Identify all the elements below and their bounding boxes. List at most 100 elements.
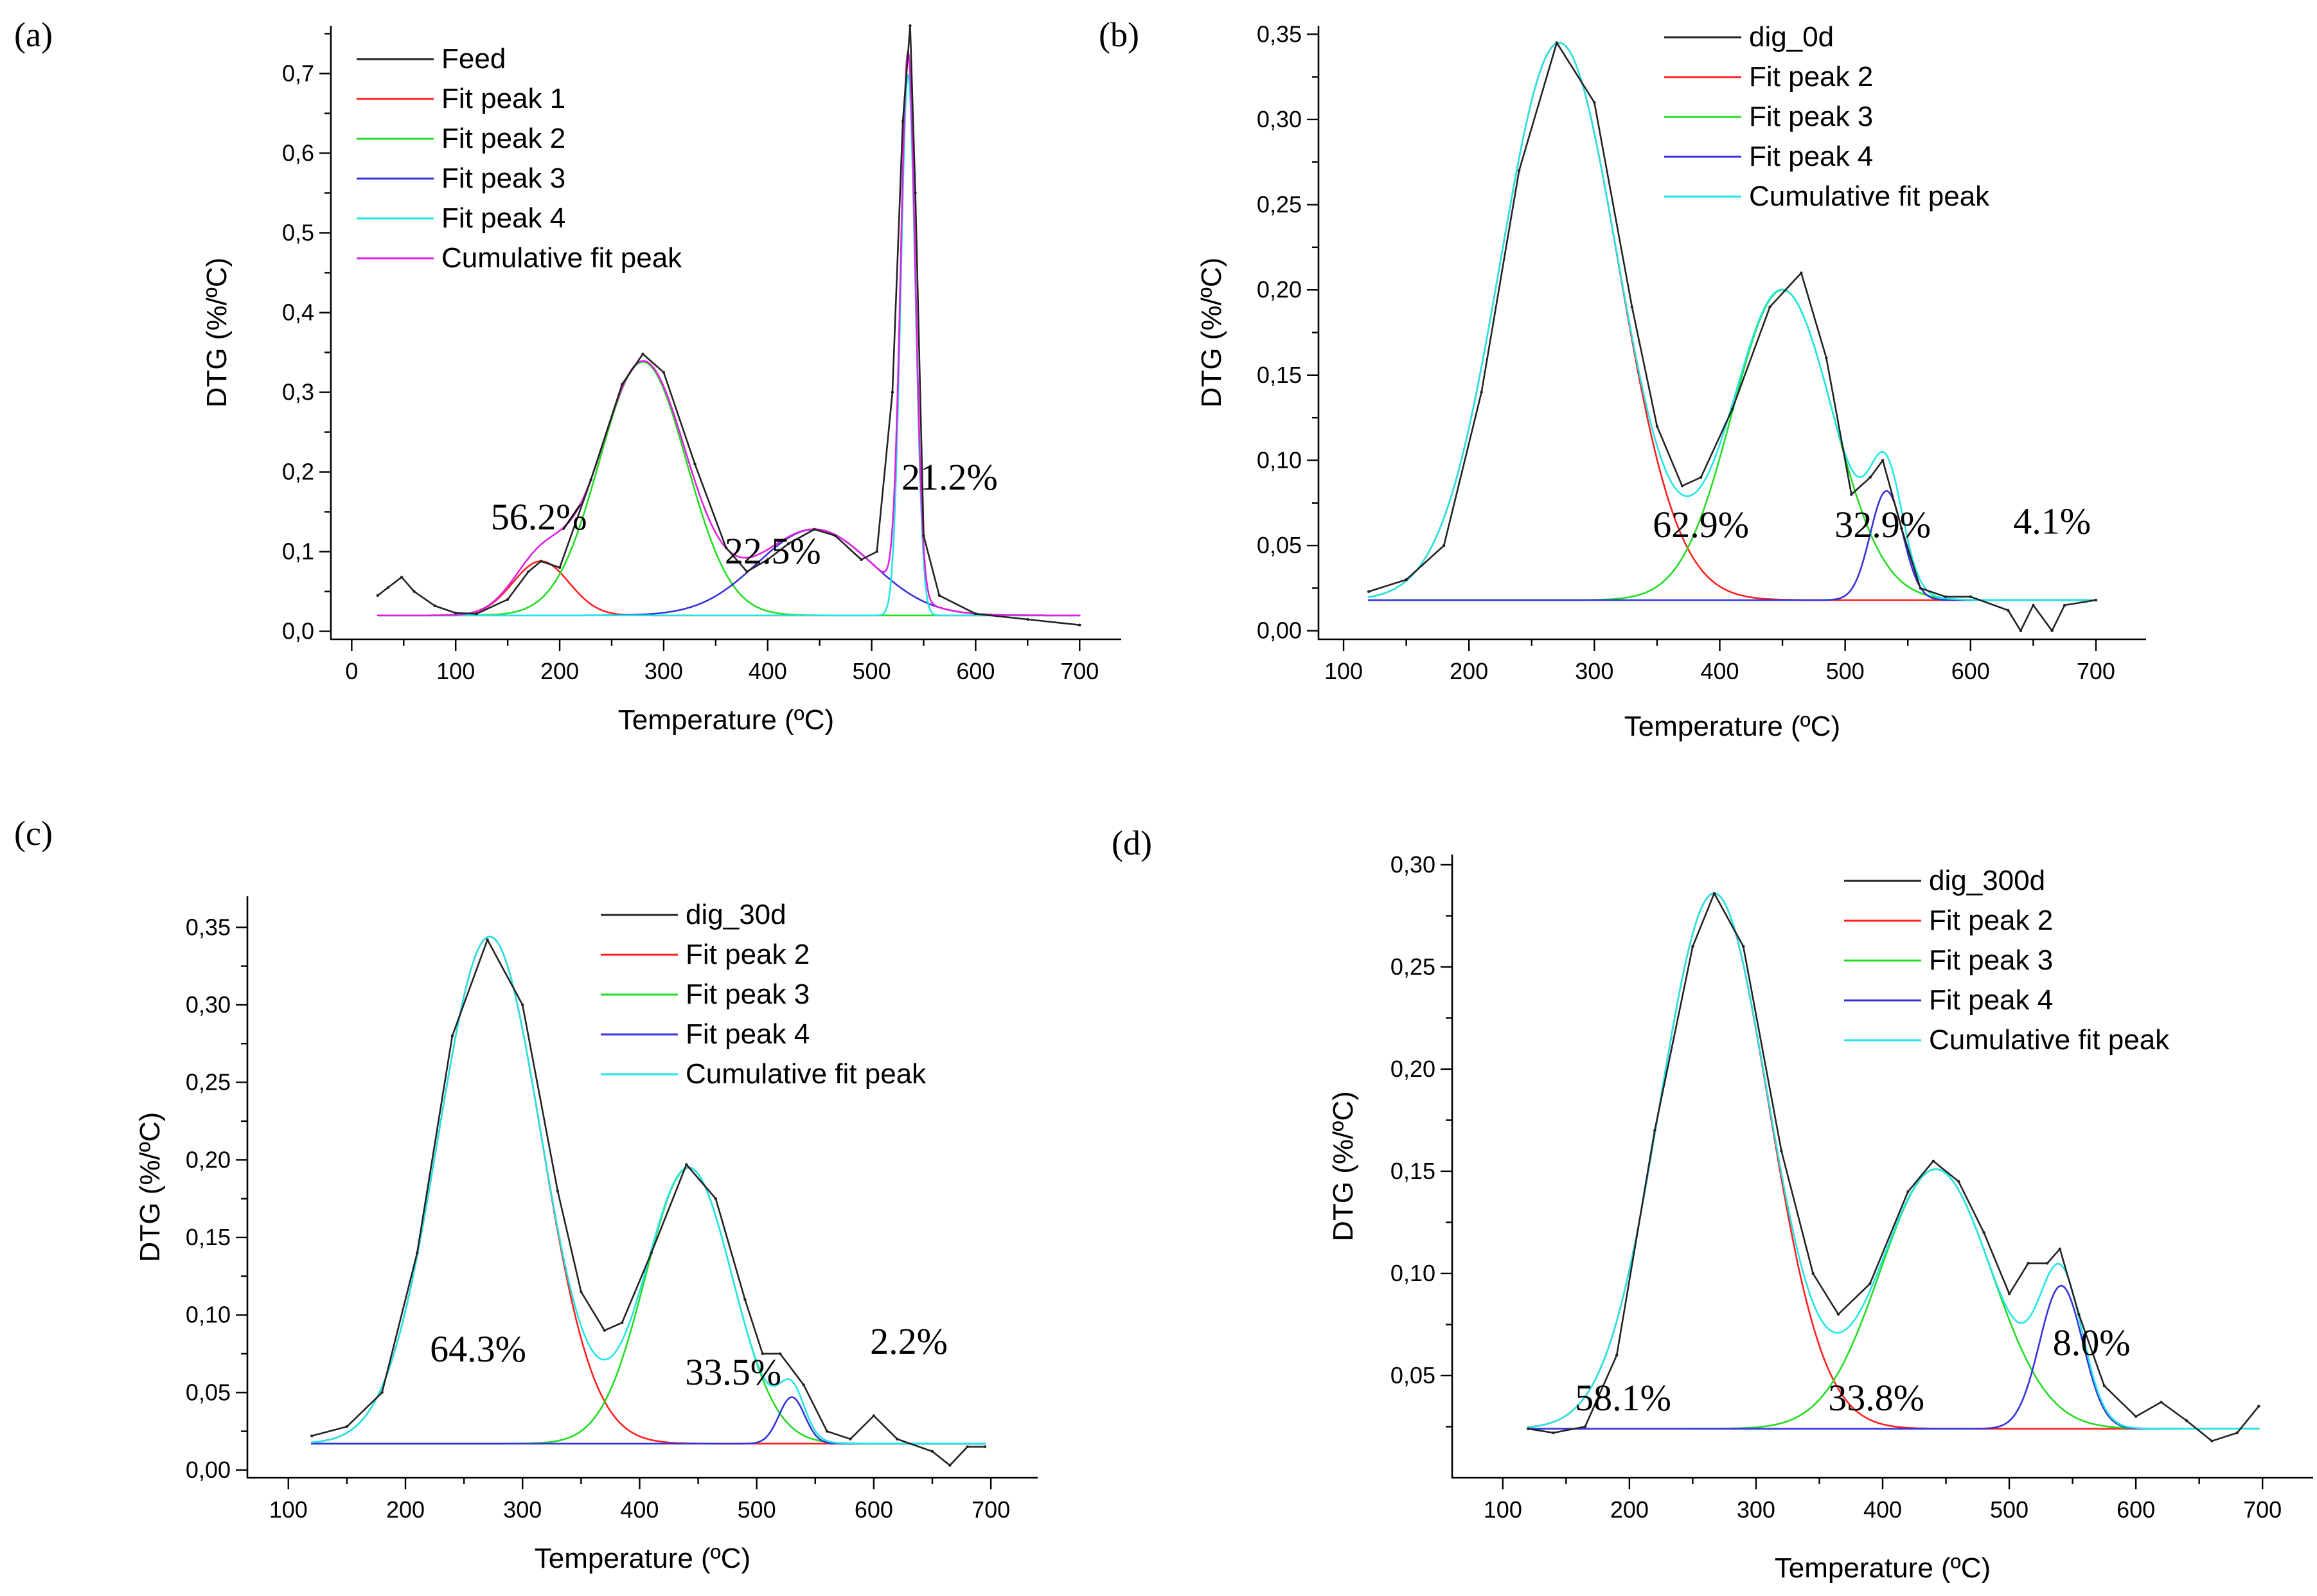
data-point (766, 558, 769, 562)
data-point (1552, 1431, 1555, 1435)
data-point (875, 550, 878, 553)
data-point (433, 604, 437, 608)
data-point (1869, 475, 1872, 479)
percent-annotation: 21.2% (901, 456, 998, 498)
series-measured-data (1367, 42, 2097, 632)
data-point (475, 612, 478, 616)
data-point (1480, 391, 1483, 394)
x-tick-label: 700 (972, 1496, 1010, 1523)
chart-panel-c: (c) 100 200 300 400 500 600 700 0,00 0,05 0,10 0,15… (14, 814, 1038, 1574)
y-tick-label: 0,15 (1390, 1158, 1435, 1184)
data-point (603, 1329, 606, 1332)
data-point (580, 1290, 583, 1293)
data-point (1969, 595, 1972, 598)
data-point (1615, 1353, 1619, 1357)
percent-annotation: 22.5% (725, 530, 821, 572)
plot-area (310, 935, 987, 1467)
panel-label: (b) (1099, 15, 1139, 54)
y-tick-label: 0,20 (1390, 1056, 1435, 1082)
data-point (1691, 944, 1694, 948)
data-point (1026, 617, 1029, 621)
data-point (454, 611, 457, 615)
x-tick-label: 700 (1060, 658, 1099, 684)
legend-label: Fit peak 2 (686, 939, 810, 970)
plot-area (1527, 892, 2260, 1442)
axes-frame (1317, 26, 2146, 641)
data-point (400, 576, 404, 579)
series-fit-peak-4 (310, 1396, 986, 1445)
data-point (1405, 578, 1408, 581)
data-point (802, 1383, 805, 1387)
data-point (2045, 1261, 2049, 1265)
y-tick-label: 0,0 (282, 618, 314, 644)
series-cumulative-fit-peak (1527, 892, 2260, 1430)
percent-annotation: 8.0% (2053, 1322, 2131, 1363)
y-tick-label: 0,05 (186, 1379, 231, 1405)
legend: Feed Fit peak 1 Fit peak 2 Fit peak 3 Fit pe… (357, 43, 682, 274)
data-point (413, 590, 416, 593)
data-point (714, 1197, 718, 1200)
legend-label: Fit peak 4 (441, 202, 565, 234)
data-point (1836, 1313, 1840, 1316)
y-tick-label: 0,20 (186, 1146, 231, 1173)
axes-frame (1451, 855, 2313, 1479)
data-point (2134, 1415, 2138, 1418)
y-axis-title: DTG (%/ºC) (1327, 1091, 1359, 1241)
y-tick-label: 0,35 (186, 914, 231, 940)
data-point (778, 1352, 782, 1356)
percent-annotation: 58.1% (1575, 1377, 1671, 1419)
percent-annotation: 62.9% (1653, 504, 1749, 545)
x-tick-label: 200 (540, 658, 579, 684)
x-axis-title: Temperature (ºC) (618, 704, 834, 736)
data-point (1367, 590, 1371, 593)
percent-annotation: 32.9% (1834, 504, 1931, 545)
series-measured-data (1527, 892, 2260, 1442)
y-tick-label: 0,00 (186, 1457, 231, 1483)
data-point (724, 546, 728, 549)
legend: dig_300d Fit peak 2 Fit peak 3 Fit peak 4 Cu… (1844, 865, 2170, 1056)
y-axis-title: DTG (%/ºC) (201, 258, 233, 408)
data-point (1700, 475, 1703, 479)
data-point (1850, 493, 1853, 496)
data-point (2185, 1419, 2188, 1423)
x-tick-label: 700 (2243, 1496, 2282, 1523)
x-tick-label: 600 (855, 1496, 893, 1523)
data-point (380, 1391, 384, 1394)
data-point (2257, 1405, 2260, 1408)
data-point (891, 391, 894, 394)
x-tick-label: 700 (2077, 658, 2115, 684)
plot-area (376, 24, 1081, 626)
data-point (376, 594, 380, 597)
y-tick-label: 0,7 (282, 60, 314, 86)
data-point (922, 534, 925, 537)
x-tick-label: 600 (1951, 658, 1990, 684)
percent-annotation: 4.1% (2013, 501, 2091, 542)
data-point (2058, 1247, 2062, 1251)
x-tick-label: 300 (644, 658, 683, 684)
data-point (1742, 944, 1745, 948)
panel-label: (c) (14, 814, 53, 853)
data-point (1825, 357, 1828, 360)
legend-label: Fit peak 3 (1929, 944, 2053, 976)
data-point (556, 1189, 560, 1193)
y-tick-label: 0,30 (1390, 851, 1435, 878)
data-point (1518, 169, 1521, 172)
series-fit-peak-4 (377, 73, 1081, 617)
axes-frame (330, 26, 1121, 641)
data-point (743, 1298, 747, 1301)
x-tick-label: 500 (738, 1496, 776, 1523)
y-tick-label: 0,10 (1390, 1260, 1435, 1286)
data-point (1811, 1272, 1815, 1275)
legend-label: Cumulative fit peak (441, 242, 682, 274)
data-point (1900, 527, 1903, 530)
y-tick-label: 0,20 (1257, 276, 1302, 303)
series-cumulative-fit-peak (310, 935, 986, 1445)
x-axis-title: Temperature (ºC) (1624, 711, 1840, 742)
data-point (1442, 544, 1446, 547)
data-point (1780, 1149, 1783, 1153)
data-point (693, 462, 697, 466)
data-point (620, 382, 624, 386)
x-tick-label: 0 (345, 658, 358, 684)
data-point (2050, 629, 2054, 632)
data-point (1982, 1231, 1985, 1234)
